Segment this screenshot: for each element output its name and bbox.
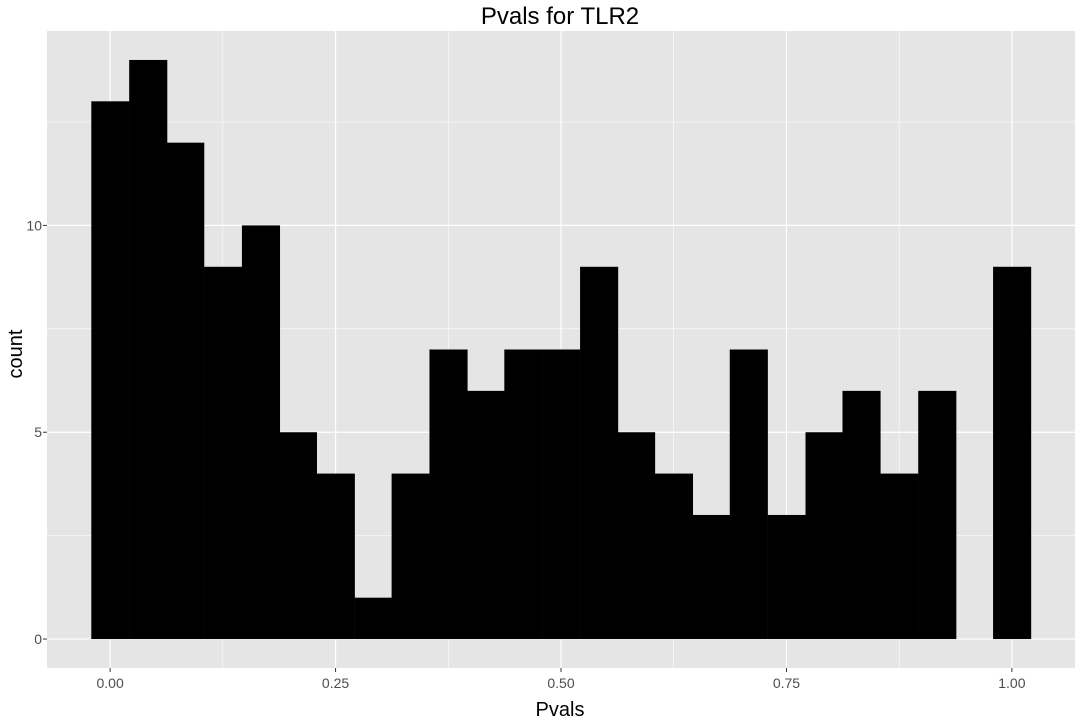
x-tick-label: 0.00 (96, 675, 123, 691)
x-tick-label: 1.00 (998, 675, 1025, 691)
y-tick-label: 10 (26, 217, 42, 233)
y-tick-label: 5 (34, 424, 42, 440)
histogram-bar (805, 432, 844, 640)
x-tick-label: 0.75 (773, 675, 800, 691)
histogram-bar (767, 514, 806, 640)
x-tick-label: 0.50 (547, 675, 574, 691)
histogram-bar (617, 432, 656, 640)
histogram-bar (204, 266, 243, 640)
histogram-bar (467, 390, 506, 640)
histogram-bar (429, 349, 468, 640)
histogram-bar (354, 597, 393, 640)
histogram-bar (692, 514, 731, 640)
y-axis: 0 5 10 (26, 217, 47, 647)
histogram-bar (654, 473, 694, 640)
histogram-bar (542, 349, 581, 640)
histogram-bar (729, 349, 768, 640)
histogram-bar (993, 266, 1032, 640)
histogram-bar (316, 473, 355, 640)
histogram-bar (391, 473, 430, 640)
histogram-bar (166, 142, 205, 640)
x-axis-title: Pvals (536, 699, 585, 720)
histogram-bar (880, 473, 919, 640)
histogram-bar (129, 59, 168, 640)
x-tick-label: 0.25 (322, 675, 349, 691)
y-axis-title: count (5, 329, 27, 378)
histogram-bar (91, 101, 130, 640)
chart-title: Pvals for TLR2 (481, 3, 639, 30)
x-axis: 0.00 0.25 0.50 0.75 1.00 (96, 668, 1026, 691)
y-tick-label: 0 (34, 631, 42, 647)
histogram-bar (278, 432, 317, 640)
histogram-bar (241, 225, 281, 640)
histogram-bar (918, 390, 957, 640)
histogram-bar (842, 390, 881, 640)
histogram-bar (580, 266, 619, 640)
histogram-bar (504, 349, 543, 640)
histogram-bars (91, 59, 1032, 640)
